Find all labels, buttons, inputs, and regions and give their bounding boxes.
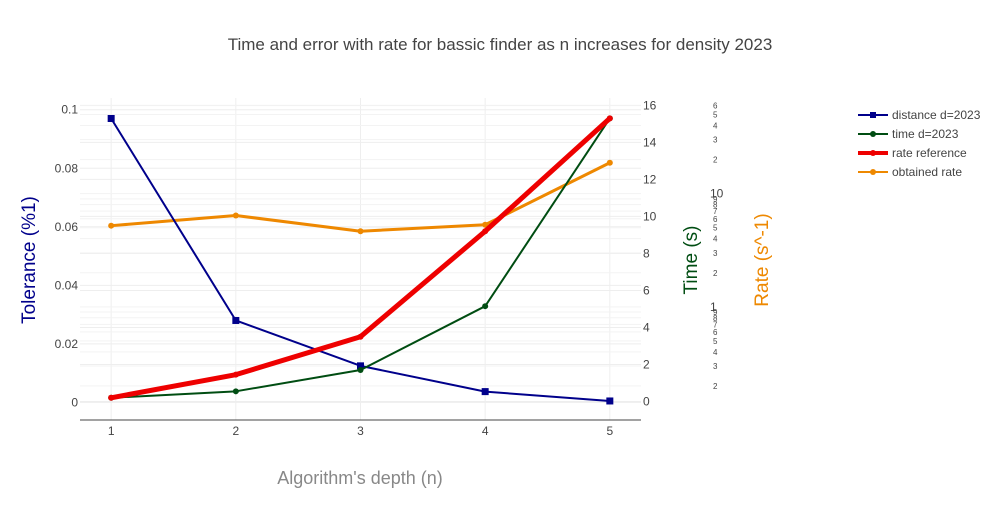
- y2-tick-label: 10: [643, 209, 657, 223]
- y3-tick-label: 1: [710, 300, 717, 314]
- y3-tick-label: 4: [713, 348, 718, 357]
- data-point: [606, 159, 613, 166]
- y3-tick-label: 9: [713, 195, 718, 204]
- y3-tick-label: 6: [713, 102, 718, 111]
- data-point: [357, 367, 364, 374]
- data-point: [232, 371, 239, 378]
- y2-tick-label: 0: [643, 394, 650, 408]
- data-point: [357, 228, 364, 235]
- legend-item-rate-reference: rate reference: [858, 146, 967, 160]
- legend-item-distance: distance d=2023: [858, 108, 981, 122]
- legend-marker: [870, 131, 876, 137]
- series-obtained-rate: [108, 159, 613, 235]
- y3-tick-label: 8: [713, 314, 718, 323]
- y3-tick-label: 8: [713, 201, 718, 210]
- legend-label: distance d=2023: [892, 108, 981, 122]
- x-axis-label: Algorithm's depth (n): [277, 468, 443, 488]
- y3-tick-label: 2: [713, 269, 718, 278]
- legend-item-time: time d=2023: [858, 127, 959, 141]
- y3-tick-label: 5: [713, 224, 718, 233]
- x-tick-label: 3: [357, 424, 364, 438]
- legend-item-obtained-rate: obtained rate: [858, 165, 962, 179]
- legend-marker: [870, 169, 876, 175]
- legend-label: obtained rate: [892, 165, 962, 179]
- y2-tick-labels: 0 2 4 6 8 10 12 14 16: [643, 98, 657, 408]
- y3-tick-label: 6: [713, 215, 718, 224]
- x-tick-label: 1: [108, 424, 115, 438]
- y3-axis-label: Rate (s^-1): [752, 213, 773, 306]
- data-point: [108, 394, 115, 401]
- y-tick-label: 0: [71, 395, 78, 409]
- y-tick-label: 0.06: [55, 220, 79, 234]
- y-tick-label: 0.02: [55, 337, 79, 351]
- legend-marker: [870, 112, 876, 118]
- data-point: [232, 316, 240, 324]
- y-axis-label: Tolerance (%1): [19, 196, 40, 324]
- legend-label: time d=2023: [892, 127, 959, 141]
- y2-tick-label: 2: [643, 357, 650, 371]
- y3-tick-label: 4: [713, 122, 718, 131]
- data-point: [606, 115, 613, 122]
- y3-tick-label: 7: [713, 207, 718, 216]
- y2-tick-label: 14: [643, 135, 657, 149]
- y2-tick-label: 8: [643, 246, 650, 260]
- legend: distance d=2023 time d=2023 rate reference…: [858, 108, 981, 179]
- chart-title: Time and error with rate for bassic find…: [228, 35, 773, 54]
- data-point: [357, 362, 364, 370]
- data-point: [357, 333, 364, 340]
- x-tick-labels: 1 2 3 4 5: [108, 424, 614, 438]
- series-rate-reference: [108, 115, 613, 401]
- y2-axis-label: Time (s): [681, 226, 702, 295]
- y3-tick-label: 2: [713, 382, 718, 391]
- y3-tick-label: 3: [713, 249, 718, 258]
- legend-marker: [870, 150, 876, 156]
- series-distance: [107, 114, 614, 405]
- y-tick-label: 0.04: [55, 278, 79, 292]
- x-tick-label: 5: [606, 424, 613, 438]
- y3-tick-label: 6: [713, 328, 718, 337]
- y3-tick-label: 3: [713, 362, 718, 371]
- y3-tick-label: 4: [713, 235, 718, 244]
- x-tick-label: 2: [232, 424, 239, 438]
- data-point: [232, 388, 239, 395]
- y-tick-label: 0.08: [55, 161, 79, 175]
- y3-tick-label: 10: [710, 187, 724, 201]
- y3-tick-label: 3: [713, 136, 718, 145]
- y2-tick-label: 4: [643, 320, 650, 334]
- y3-tick-label: 7: [713, 320, 718, 329]
- data-point: [606, 397, 614, 405]
- data-point: [108, 222, 115, 229]
- data-point: [482, 221, 489, 228]
- x-tick-label: 4: [482, 424, 489, 438]
- y3-tick-label: 5: [713, 337, 718, 346]
- series-layer: [107, 114, 614, 405]
- data-point: [482, 228, 489, 235]
- y2-tick-label: 16: [643, 98, 657, 112]
- data-point: [481, 388, 489, 396]
- y3-tick-label: 2: [713, 156, 718, 165]
- data-point: [107, 114, 115, 122]
- legend-label: rate reference: [892, 146, 967, 160]
- y3-tick-label: 9: [713, 308, 718, 317]
- y2-tick-label: 12: [643, 172, 657, 186]
- y-tick-label: 0.1: [61, 103, 78, 117]
- y3-tick-label: 5: [713, 111, 718, 120]
- data-point: [482, 303, 489, 310]
- y2-tick-label: 6: [643, 283, 650, 297]
- y-tick-labels: 0 0.02 0.04 0.06 0.08 0.1: [55, 103, 79, 410]
- data-point: [232, 212, 239, 219]
